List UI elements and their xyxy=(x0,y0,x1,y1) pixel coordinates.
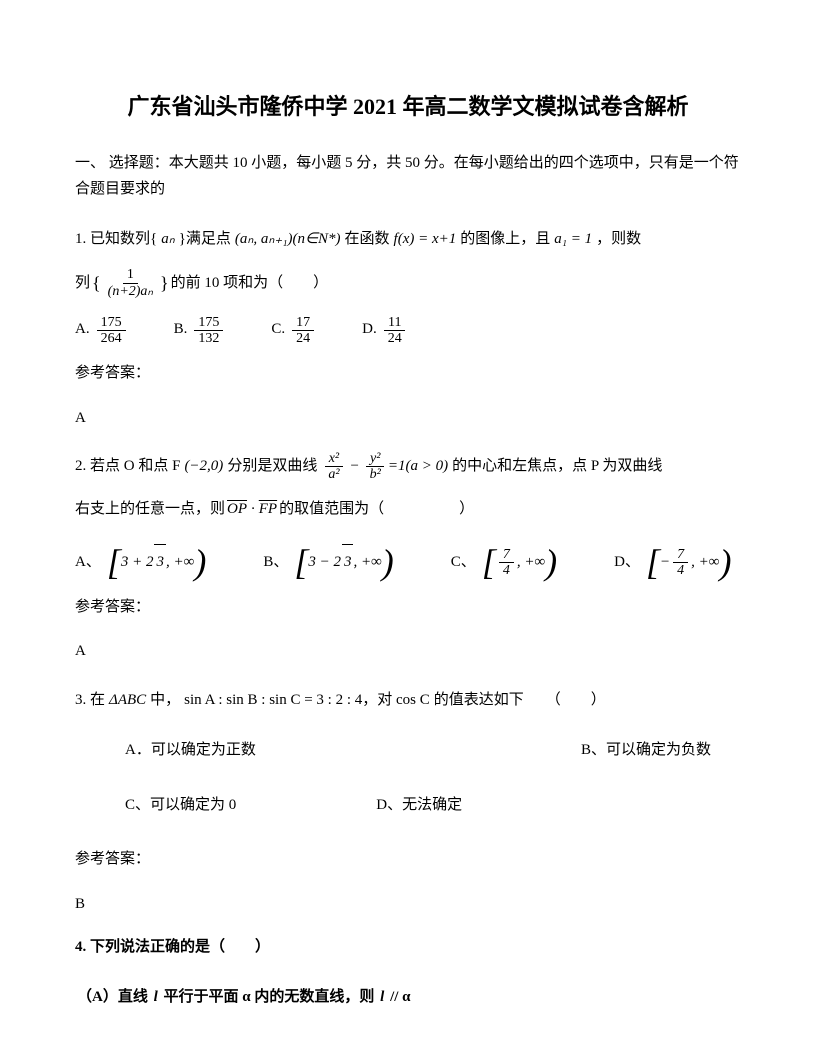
section-header: 一、 选择题：本大题共 10 小题，每小题 5 分，共 50 分。在每小题给出的… xyxy=(75,151,741,202)
q3-opt-c: C、可以确定为 0 xyxy=(125,788,236,823)
q3-ratio: sin A : sin B : sin C = 3 : 2 : 4，对 cos … xyxy=(182,683,432,718)
q1d-num: 11 xyxy=(384,315,405,331)
label-a2: A、 xyxy=(75,545,101,580)
q4a-post: // α xyxy=(390,989,410,1005)
q2d-num: 7 xyxy=(673,547,688,563)
q3-row1: A．可以确定为正数 B、可以确定为负数 xyxy=(75,733,741,768)
q2d-den: 4 xyxy=(673,563,688,578)
q1-mid3: 的图像上，且 xyxy=(460,222,550,257)
q3-line1: 3. 在 ΔABC 中， sin A : sin B : sin C = 3 :… xyxy=(75,683,741,718)
q1c-num: 17 xyxy=(292,315,314,331)
q4a-l2: l xyxy=(378,985,386,1009)
q2-line1: 2. 若点 O 和点 F (−2,0) 分别是双曲线 x²a² − y²b² =… xyxy=(75,449,741,484)
question-4: 4. 下列说法正确的是（ ） xyxy=(75,935,741,959)
q1-line2-pre: 列 xyxy=(75,266,90,301)
q2-answer: A xyxy=(75,634,741,669)
question-1: 1. 已知数列{ aₙ }满足点 (aₙ, aₙ₊₁)(n∈N*) 在函数 f(… xyxy=(75,222,741,435)
q2c-expr: [ 74, +∞) xyxy=(480,545,559,580)
q2a-expr: [3 + 23, +∞) xyxy=(105,544,208,580)
q2c-den: 4 xyxy=(499,563,514,578)
q1-opt-c: C. 1724 xyxy=(271,312,317,347)
q2-mid2: 的中心和左焦点，点 P 为双曲线 xyxy=(452,449,662,484)
q3-answer-label: 参考答案： xyxy=(75,842,741,877)
q1-sequence: { 1 (n+2)aₙ } xyxy=(92,263,169,304)
q1-answer-label: 参考答案： xyxy=(75,356,741,391)
q2-xl-den: a² xyxy=(324,467,343,482)
q4a-pre: （A）直线 xyxy=(77,989,148,1005)
q1-answer: A xyxy=(75,401,741,436)
q1-a1: a₁ = 1 xyxy=(552,222,594,257)
q2-xr-den: b² xyxy=(366,467,385,482)
q1a-den: 264 xyxy=(97,331,126,346)
q3-answer: B xyxy=(75,887,741,922)
q1-mid2: 在函数 xyxy=(345,222,390,257)
q3-mid1: 中， xyxy=(150,683,180,718)
q2-line2: 右支上的任意一点，则 OP · FP 的取值范围为（ ） xyxy=(75,492,741,527)
q3-mid2: 的值表达如下 xyxy=(434,683,524,718)
q3-tri: ΔABC xyxy=(107,683,148,718)
q2-line2-post: 的取值范围为（ ） xyxy=(279,492,474,527)
label-b: B. xyxy=(174,312,188,347)
q2b-expr: [3 − 23, +∞) xyxy=(292,544,395,580)
q2-dot-op: · xyxy=(249,492,257,527)
q2-opt-a: A、 [3 + 23, +∞) xyxy=(75,544,208,580)
q1-prefix: 1. 已知数列{ xyxy=(75,222,157,257)
label-c2: C、 xyxy=(451,545,476,580)
label-a: A. xyxy=(75,312,90,347)
q2c-num: 7 xyxy=(499,547,514,563)
q1d-den: 24 xyxy=(384,331,406,346)
q1-line1: 1. 已知数列{ aₙ }满足点 (aₙ, aₙ₊₁)(n∈N*) 在函数 f(… xyxy=(75,222,741,257)
q2d-expr: [− 74, +∞) xyxy=(644,545,733,580)
label-b2: B、 xyxy=(263,545,288,580)
q2-xr-num: y² xyxy=(366,451,384,467)
q3-opt-a: A．可以确定为正数 xyxy=(125,733,256,768)
q2-mid1: 分别是双曲线 xyxy=(227,449,317,484)
q3-opt-b: B、可以确定为负数 xyxy=(581,733,711,768)
label-d2: D、 xyxy=(614,545,640,580)
q1c-den: 24 xyxy=(292,331,314,346)
q2-opt-b: B、 [3 − 23, +∞) xyxy=(263,544,395,580)
question-2: 2. 若点 O 和点 F (−2,0) 分别是双曲线 x²a² − y²b² =… xyxy=(75,449,741,669)
q1-an: aₙ xyxy=(159,222,176,257)
q2-hyperbola: x²a² − y²b² =1(a > 0) xyxy=(319,449,450,484)
q2-opt-c: C、 [ 74, +∞) xyxy=(451,545,559,580)
q2-fp-vec: FP xyxy=(259,492,277,527)
q1-seq-den: (n+2)aₙ xyxy=(104,284,157,299)
q2-options: A、 [3 + 23, +∞) B、 [3 − 23, +∞) C、 [ 74,… xyxy=(75,544,741,580)
q1b-num: 175 xyxy=(194,315,223,331)
q3-opt-d: D、无法确定 xyxy=(376,788,462,823)
q2-xl-num: x² xyxy=(325,451,343,467)
q2-line2-pre: 右支上的任意一点，则 xyxy=(75,492,225,527)
q2-answer-label: 参考答案： xyxy=(75,590,741,625)
label-d: D. xyxy=(362,312,377,347)
q1b-den: 132 xyxy=(194,331,223,346)
q2-op-vec: OP xyxy=(227,492,247,527)
q4a-mid: 平行于平面 α 内的无数直线，则 xyxy=(164,989,375,1005)
q1a-num: 175 xyxy=(97,315,126,331)
q1-opt-b: B. 175132 xyxy=(174,312,227,347)
question-3: 3. 在 ΔABC 中， sin A : sin B : sin C = 3 :… xyxy=(75,683,741,922)
q1-mid1: }满足点 xyxy=(179,222,231,257)
q1-seq-num: 1 xyxy=(123,267,138,283)
q1-opt-a: A. 175264 xyxy=(75,312,129,347)
q1-mid4: ，则数 xyxy=(596,222,641,257)
q4a-l1: l xyxy=(152,985,160,1009)
q1-opt-d: D. 1124 xyxy=(362,312,409,347)
q1-line2-post: 的前 10 项和为（ ） xyxy=(171,266,329,301)
exam-title: 广东省汕头市隆侨中学 2021 年高二数学文模拟试卷含解析 xyxy=(75,90,741,123)
q1-pair: (aₙ, aₙ₊₁)(n∈N*) xyxy=(233,222,343,257)
q2-rhs: =1(a > 0) xyxy=(388,449,448,484)
q1-line2: 列 { 1 (n+2)aₙ } 的前 10 项和为（ ） xyxy=(75,263,741,304)
q2-point: (−2,0) xyxy=(182,449,225,484)
q1-options: A. 175264 B. 175132 C. 1724 D. 1124 xyxy=(75,312,741,347)
q3-prefix: 3. 在 xyxy=(75,683,105,718)
q1-func: f(x) = x+1 xyxy=(392,222,459,257)
q2-prefix: 2. 若点 O 和点 F xyxy=(75,449,180,484)
q3-row2: C、可以确定为 0 D、无法确定 xyxy=(75,788,741,823)
q3-paren: （ ） xyxy=(546,683,606,718)
label-c: C. xyxy=(271,312,285,347)
q2-opt-d: D、 [− 74, +∞) xyxy=(614,545,733,580)
q4-opt-a: （A）直线 l 平行于平面 α 内的无数直线，则 l // α xyxy=(75,985,741,1009)
